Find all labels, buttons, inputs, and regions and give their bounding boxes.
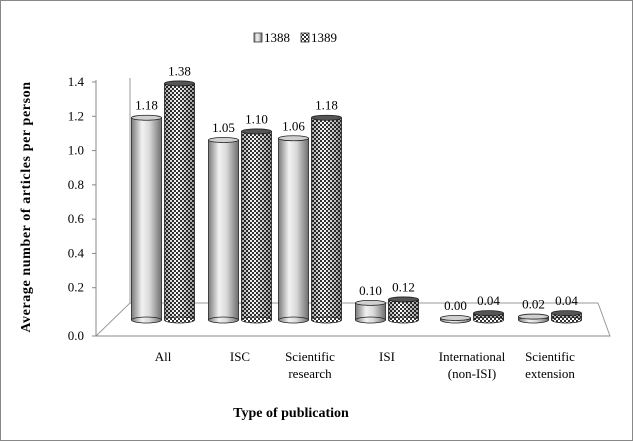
- legend-label-1389: 1389: [311, 30, 337, 45]
- x-tick-label: ISC: [230, 349, 250, 364]
- legend-swatch-1389: [300, 32, 310, 43]
- bar-top: [208, 137, 239, 143]
- bar-top: [241, 128, 272, 135]
- data-label-1389: 0.12: [392, 279, 415, 294]
- bar-base: [241, 316, 272, 324]
- bar-top: [131, 114, 162, 121]
- bar-shade: [164, 83, 195, 320]
- bar-top: [440, 315, 471, 321]
- bars: [131, 80, 582, 324]
- legend-label-1388: 1388: [264, 30, 290, 45]
- bar-top: [311, 114, 342, 121]
- bar-base: [311, 316, 342, 324]
- bar-shade: [311, 117, 342, 320]
- bar-1389: [388, 296, 419, 324]
- bar-1389: [311, 114, 342, 324]
- bar-top: [164, 80, 195, 87]
- bar-shade: [473, 313, 504, 320]
- y-tick-label: 1.0: [68, 143, 84, 158]
- bar-top: [551, 310, 582, 317]
- x-tick-label: All: [155, 349, 172, 364]
- bar-base: [164, 316, 195, 324]
- data-label-1389: 0.04: [477, 293, 500, 308]
- bar-shade: [388, 299, 419, 320]
- bar-top: [278, 135, 309, 142]
- data-label-1388: 0.02: [522, 297, 545, 312]
- y-tick-label: 1.2: [68, 108, 84, 123]
- data-label-1388: 1.05: [212, 120, 235, 135]
- bar-shade: [551, 313, 582, 320]
- x-tick-label: ISI: [379, 349, 395, 364]
- data-label-1389: 1.10: [245, 111, 268, 126]
- bar-1389: [473, 310, 504, 324]
- bar-base: [388, 316, 419, 324]
- y-axis-title: Average number of articles per person: [19, 81, 34, 332]
- bar-top: [473, 310, 504, 317]
- data-label-1388: 0.10: [359, 283, 382, 298]
- x-tick-label: International (non-ISI): [439, 349, 506, 381]
- bar-top: [355, 299, 386, 306]
- data-label-1388: 1.18: [135, 98, 158, 113]
- bar-1388: [355, 299, 386, 324]
- y-axis: [95, 80, 610, 337]
- bar-base: [551, 316, 582, 324]
- bar-1388: [440, 315, 471, 324]
- x-tick-labels: All ISC Scientific research ISI International…: [155, 349, 576, 381]
- bar-body: [208, 139, 239, 321]
- bar-1388: [518, 313, 549, 324]
- legend: 1388 1389: [253, 30, 337, 45]
- y-tick-label: 0.0: [68, 328, 84, 343]
- bar-base: [355, 316, 386, 324]
- bar-base: [278, 316, 309, 324]
- bar-body: [131, 117, 162, 321]
- bar-base: [473, 316, 504, 324]
- x-tick-label: Scientific extension: [525, 349, 575, 381]
- bar-1388: [208, 137, 239, 324]
- bar-1389: [241, 128, 272, 324]
- bar-base: [208, 316, 239, 324]
- bar-top: [388, 296, 419, 303]
- bar-top: [518, 313, 549, 320]
- y-tick-label: 0.8: [68, 177, 84, 192]
- data-label-1389: 1.38: [168, 63, 191, 78]
- data-label-1388: 0.00: [444, 298, 467, 313]
- bar-1389: [164, 80, 195, 324]
- y-tick-label: 0.4: [68, 245, 85, 260]
- bar-base: [131, 316, 162, 324]
- x-tick-label: Scientific research: [285, 349, 335, 381]
- bar-body: [278, 137, 309, 321]
- bar-1388: [278, 135, 309, 324]
- y-tick-label: 0.6: [68, 211, 85, 226]
- bar-1388: [131, 114, 162, 324]
- y-tick-label: 0.2: [68, 280, 84, 295]
- data-label-1389: 1.18: [315, 98, 338, 113]
- data-label-1389: 0.04: [555, 293, 578, 308]
- legend-swatch-1388: [253, 32, 263, 43]
- data-label-1388: 1.06: [282, 118, 305, 133]
- data-labels: 1.18 1.38 1.05 1.10 1.06 1.18 0.10 0.12 0.00 0.04…: [135, 63, 578, 313]
- x-axis-title: Type of publication: [233, 406, 349, 421]
- bar-1389: [551, 310, 582, 324]
- y-tick-label: 1.4: [68, 74, 85, 89]
- y-tick-labels: 0.0 0.2 0.4 0.6 0.8 1.0 1.2 1.4: [68, 74, 96, 343]
- bar-shade: [241, 131, 272, 320]
